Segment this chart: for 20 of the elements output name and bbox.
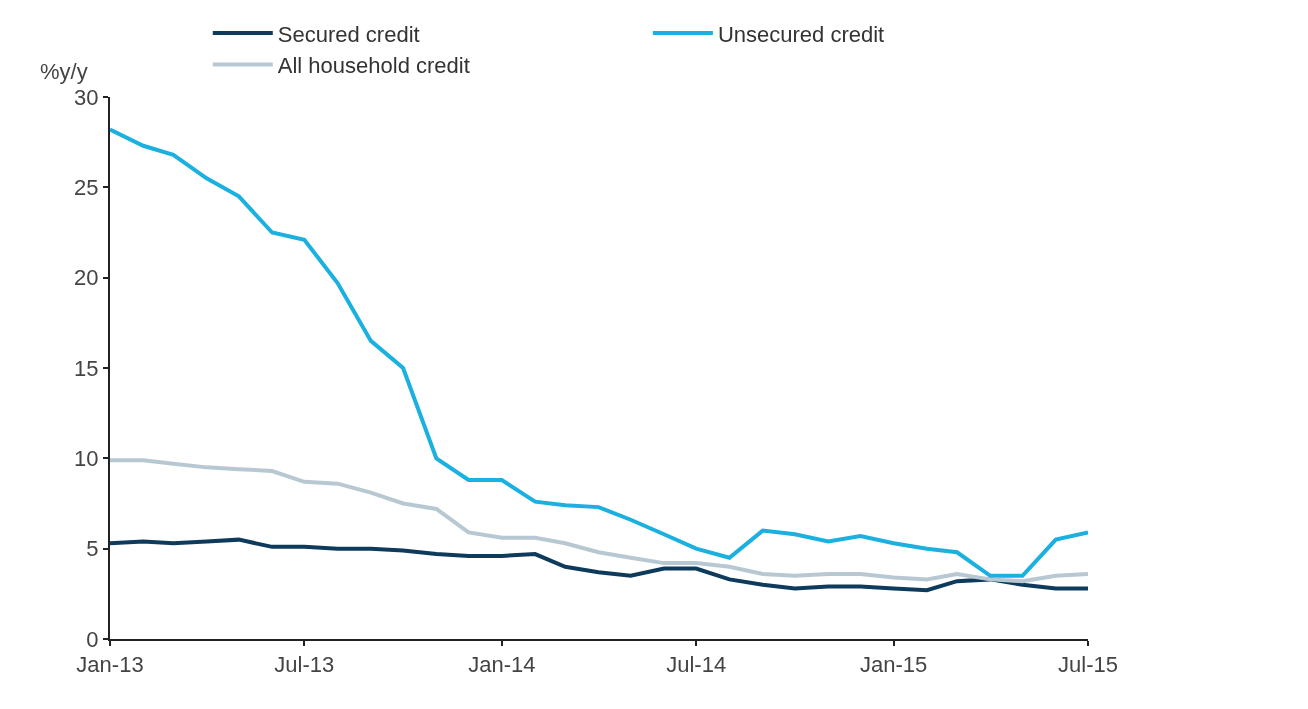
y-tick-label: 0 [86, 626, 99, 652]
y-tick-label: 20 [74, 265, 99, 291]
y-tick-label: 25 [74, 175, 99, 201]
line-series [110, 127, 1088, 578]
y-tick-label: 5 [86, 536, 99, 562]
line-series [110, 537, 1088, 593]
y-tick-label: 10 [74, 446, 99, 472]
x-tick-label: Jul-14 [666, 652, 727, 678]
x-tick-label: Jan-14 [468, 652, 536, 678]
y-tick-label: 15 [74, 355, 99, 381]
line-series [110, 458, 1088, 584]
x-tick-label: Jul-13 [274, 652, 335, 678]
legend-label: Secured credit [277, 21, 420, 47]
legend-label: All household credit [277, 53, 470, 79]
x-tick-label: Jan-13 [76, 652, 144, 678]
legend-label: Unsecured credit [717, 21, 885, 47]
x-tick-label: Jan-15 [860, 652, 928, 678]
x-tick-label: Jul-15 [1058, 652, 1118, 678]
y-axis-title: %y/y [40, 59, 88, 84]
y-tick-label: 30 [74, 84, 99, 110]
